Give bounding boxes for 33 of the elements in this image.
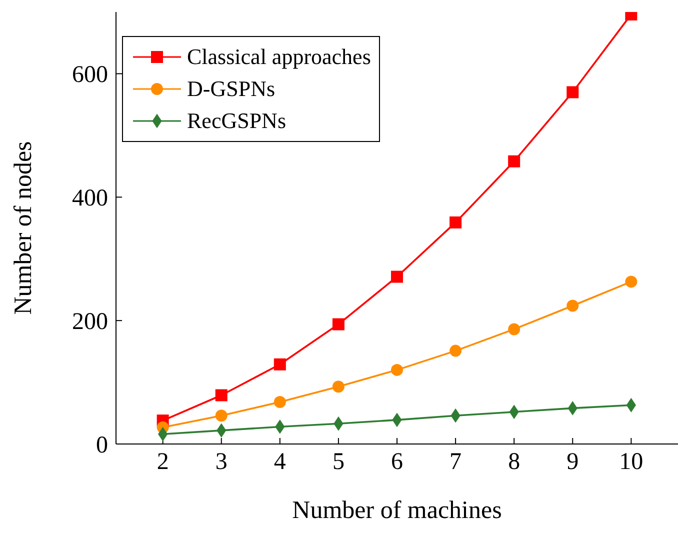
- x-tick-label: 2: [156, 449, 169, 476]
- point: [391, 364, 403, 376]
- y-tick-label: 600: [72, 62, 108, 88]
- legend-label: RecGSPNs: [187, 108, 286, 134]
- x-axis-title: Number of machines: [292, 497, 502, 524]
- x-tick-label: 5: [332, 449, 344, 476]
- point: [215, 410, 228, 422]
- y-tick-label: 200: [72, 309, 108, 336]
- x-tick-label: 4: [274, 449, 286, 476]
- legend-label: Classical approaches: [187, 44, 371, 70]
- y-axis-title: Number of nodes: [10, 141, 37, 315]
- point: [450, 344, 462, 357]
- point: [332, 318, 344, 330]
- point: [450, 216, 462, 228]
- x-tick-label: 10: [619, 449, 644, 476]
- point: [274, 396, 286, 408]
- x-tick-label: 7: [450, 449, 462, 476]
- point: [274, 358, 286, 370]
- point: [215, 389, 228, 402]
- point: [391, 270, 403, 283]
- point: [332, 380, 344, 393]
- y-tick-label: 0: [96, 432, 108, 459]
- x-tick-label: 8: [508, 449, 520, 476]
- x-tick-label: 3: [215, 449, 228, 476]
- point: [508, 155, 520, 168]
- y-tick-label: 400: [72, 186, 108, 212]
- point: [508, 323, 520, 336]
- point: [625, 276, 638, 288]
- point: [566, 86, 579, 98]
- point: [566, 300, 579, 312]
- x-tick-label: 6: [391, 449, 403, 476]
- x-tick-label: 9: [566, 449, 579, 476]
- legend-label: D-GSPNs: [187, 76, 276, 102]
